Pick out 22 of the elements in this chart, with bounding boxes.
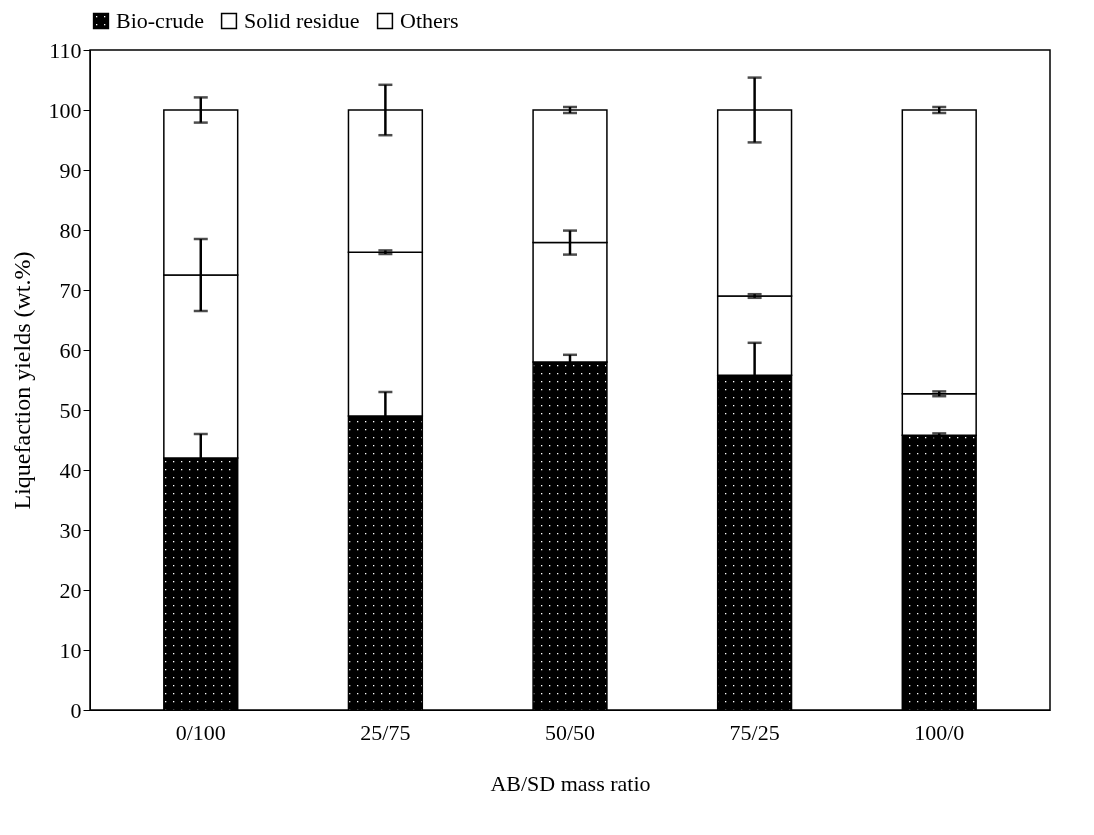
y-tick-label: 50 (59, 397, 82, 423)
x-tick-label: 50/50 (544, 719, 596, 745)
y-tick-label: 100 (48, 97, 82, 123)
y-tick-label: 60 (59, 337, 82, 363)
x-axis-title: AB/SD mass ratio (490, 770, 651, 796)
y-tick-label: 80 (59, 217, 82, 243)
y-tick-label: 70 (59, 277, 82, 303)
x-tick-label: 75/25 (729, 719, 780, 745)
y-tick-label: 30 (59, 517, 82, 543)
legend-label: Solid residue (244, 8, 360, 33)
x-tick-label: 25/75 (360, 719, 411, 745)
legend-label: Others (400, 8, 459, 33)
y-tick-label: 110 (49, 37, 82, 63)
y-tick-label: 10 (59, 637, 82, 663)
x-tick-label: 0/100 (175, 719, 226, 745)
y-axis-title: Liquefaction yields (wt.%) (8, 251, 35, 510)
legend-label: Bio-crude (116, 8, 204, 33)
y-tick-label: 0 (70, 697, 82, 723)
y-tick-label: 40 (59, 457, 82, 483)
y-tick-label: 90 (59, 157, 82, 183)
y-tick-label: 20 (59, 577, 82, 603)
x-tick-label: 100/0 (914, 719, 965, 745)
